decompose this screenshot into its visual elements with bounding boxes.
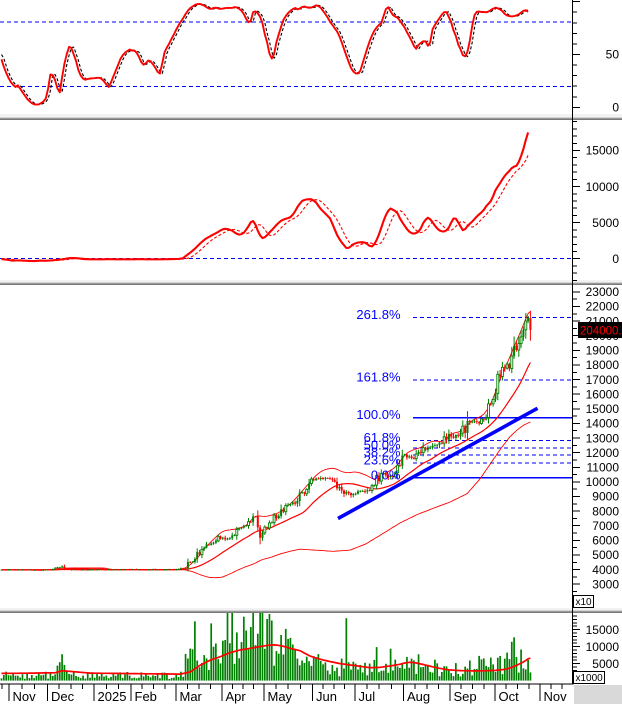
svg-text:May: May	[268, 689, 293, 704]
svg-text:Mar: Mar	[180, 689, 203, 704]
svg-text:261.8%: 261.8%	[356, 307, 401, 322]
svg-text:10000: 10000	[586, 640, 620, 654]
svg-text:Oct: Oct	[499, 689, 520, 704]
svg-text:0.0%: 0.0%	[371, 467, 401, 482]
svg-text:Apr: Apr	[226, 689, 247, 704]
svg-text:15000: 15000	[586, 623, 620, 637]
svg-text:50.0%: 50.0%	[364, 438, 401, 453]
svg-text:204000.0: 204000.0	[580, 326, 622, 338]
svg-text:61.8%: 61.8%	[364, 430, 401, 445]
svg-text:161.8%: 161.8%	[356, 370, 401, 385]
svg-text:7000: 7000	[592, 519, 619, 533]
svg-text:Sep: Sep	[454, 689, 477, 704]
svg-text:16000: 16000	[586, 387, 620, 401]
svg-text:6000: 6000	[592, 534, 619, 548]
svg-text:5000: 5000	[592, 548, 619, 562]
svg-text:9000: 9000	[592, 490, 619, 504]
svg-text:5000: 5000	[592, 216, 619, 230]
svg-text:Aug: Aug	[407, 689, 430, 704]
svg-text:23000: 23000	[586, 285, 620, 299]
svg-text:19000: 19000	[586, 344, 620, 358]
svg-text:11000: 11000	[587, 460, 620, 474]
svg-text:22000: 22000	[586, 300, 620, 314]
svg-text:0: 0	[612, 252, 619, 266]
svg-text:23.6%: 23.6%	[364, 453, 401, 468]
svg-text:4000: 4000	[592, 563, 619, 577]
svg-text:Jun: Jun	[316, 689, 337, 704]
svg-text:12000: 12000	[586, 446, 620, 460]
svg-text:5000: 5000	[592, 657, 619, 671]
svg-text:15000: 15000	[586, 402, 620, 416]
svg-text:x10: x10	[576, 597, 593, 608]
svg-text:100.0%: 100.0%	[356, 407, 401, 422]
svg-text:50: 50	[606, 48, 620, 62]
svg-text:Nov: Nov	[544, 689, 568, 704]
svg-text:Nov: Nov	[13, 689, 37, 704]
svg-text:2025: 2025	[98, 689, 127, 704]
svg-text:18000: 18000	[586, 358, 620, 372]
svg-text:8000: 8000	[592, 504, 619, 518]
svg-text:38.2%: 38.2%	[364, 445, 401, 460]
svg-text:0: 0	[612, 101, 619, 115]
svg-text:Dec: Dec	[51, 689, 75, 704]
svg-text:x1000: x1000	[576, 673, 604, 684]
svg-text:10000: 10000	[586, 180, 620, 194]
svg-text:10000: 10000	[586, 475, 620, 489]
svg-text:Jul: Jul	[359, 689, 376, 704]
svg-text:Feb: Feb	[135, 689, 157, 704]
svg-text:13000: 13000	[586, 431, 620, 445]
svg-text:15000: 15000	[586, 144, 620, 158]
svg-text:17000: 17000	[586, 373, 620, 387]
svg-text:14000: 14000	[586, 417, 620, 431]
svg-text:3000: 3000	[592, 577, 619, 591]
